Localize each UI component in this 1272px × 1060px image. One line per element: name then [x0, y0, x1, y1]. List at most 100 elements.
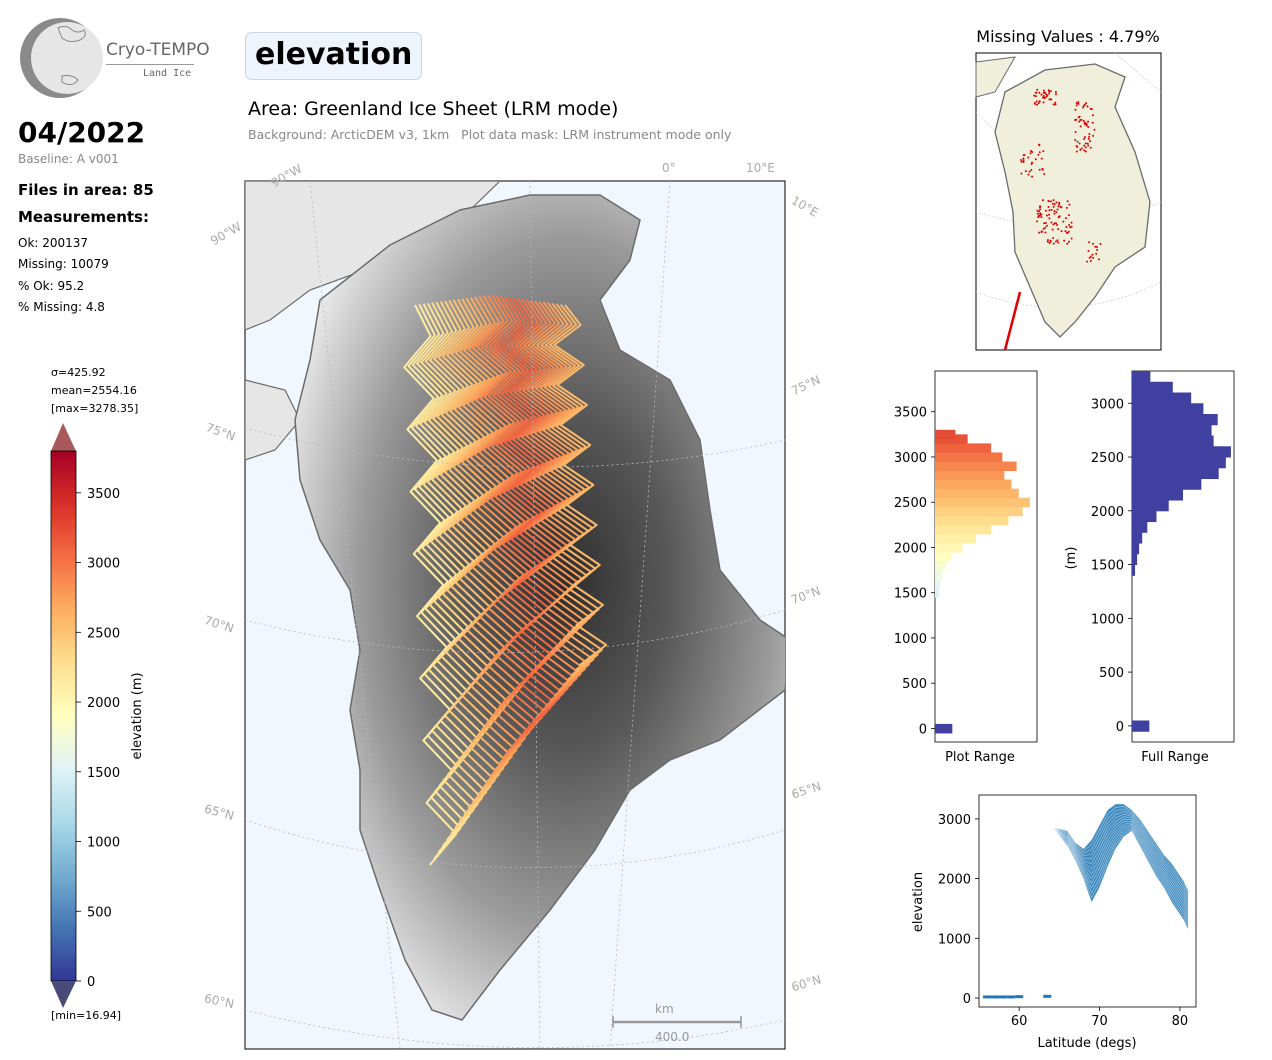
lat-label-left-65: 65°N — [203, 802, 236, 823]
missing-point — [1043, 172, 1046, 175]
scatter-track-line — [1055, 830, 1189, 930]
missing-point — [1052, 199, 1055, 202]
missing-point — [1058, 203, 1061, 206]
colorbar-tick-label: 3000 — [87, 557, 120, 572]
histogram-tick-label: 1500 — [894, 587, 927, 602]
missing-point — [1022, 159, 1025, 162]
missing-point — [1050, 221, 1053, 224]
missing-point — [1074, 108, 1077, 111]
missing-point — [1035, 100, 1038, 103]
missing-point — [1091, 114, 1094, 117]
lon-label-top-10e: 10°E — [746, 161, 775, 175]
lat-label-right-70: 70°N — [789, 584, 822, 608]
missing-point — [1043, 222, 1046, 225]
missing-point — [1053, 222, 1056, 225]
missing-point — [1042, 89, 1045, 92]
histogram-bar — [1132, 543, 1140, 555]
missing-point — [1049, 90, 1052, 93]
histogram-tick-label: 0 — [919, 722, 927, 737]
missing-values-title: Missing Values : 4.79% — [976, 27, 1160, 46]
missing-point — [1027, 173, 1030, 176]
missing-point — [1068, 224, 1071, 227]
histogram-tick-label: 2500 — [1091, 451, 1124, 466]
scatter-y-tick-label: 0 — [963, 992, 971, 1007]
missing-point — [1036, 209, 1039, 212]
histogram-bar — [1132, 521, 1148, 533]
missing-point — [1058, 201, 1061, 204]
missing-point — [1044, 221, 1047, 224]
scatter-track-line — [1055, 828, 1189, 927]
map-graticule — [245, 181, 785, 1049]
missing-point — [1079, 118, 1082, 121]
missing-point — [1075, 104, 1078, 107]
missing-point — [1092, 256, 1095, 259]
missing-point — [1087, 144, 1090, 147]
scatter-track-line — [1055, 818, 1189, 909]
missing-point — [1089, 140, 1092, 143]
missing-point — [1074, 131, 1077, 134]
missing-point — [1020, 160, 1023, 163]
missing-point — [1067, 230, 1070, 233]
scatter-plot: 60 70 80 0 1000 2000 3000 — [938, 794, 1197, 1029]
missing-point — [1083, 136, 1086, 139]
missing-point — [1065, 226, 1068, 229]
histogram-bar — [935, 533, 976, 544]
colorbar-min: [min=16.94] — [51, 1009, 122, 1022]
histogram-bar — [1132, 424, 1212, 437]
missing-point — [1095, 252, 1098, 255]
background-note: Background: ArcticDEM v3, 1km Plot data … — [248, 127, 732, 142]
missing-point — [1036, 212, 1039, 215]
logo-continent-shape — [57, 25, 86, 86]
histogram-bar — [935, 723, 953, 734]
missing-point — [1056, 239, 1059, 242]
missing-point — [1089, 146, 1092, 149]
logo-divider — [106, 64, 194, 65]
missing-point — [1036, 220, 1039, 223]
histogram-bar — [1132, 457, 1226, 469]
missing-value-points — [1020, 88, 1102, 263]
missing-point — [1093, 128, 1096, 131]
missing-point — [1049, 98, 1052, 101]
histogram-bar — [935, 497, 1030, 508]
missing-point — [1050, 200, 1053, 203]
missing-point — [1048, 213, 1051, 216]
histogram-bar — [1132, 564, 1136, 576]
missing-point — [1020, 159, 1023, 162]
missing-point — [1066, 232, 1069, 235]
missing-point — [1052, 242, 1055, 245]
histogram-bar — [935, 515, 1009, 526]
missing-point — [1024, 170, 1027, 173]
missing-point — [1084, 146, 1087, 149]
missing-point — [1056, 208, 1059, 211]
missing-point — [1048, 242, 1051, 245]
missing-point — [1091, 121, 1094, 124]
missing-point — [1088, 135, 1091, 138]
histogram-bar — [935, 542, 963, 553]
missing-point — [1066, 200, 1069, 203]
missing-point — [1046, 94, 1049, 97]
missing-point — [1055, 211, 1058, 214]
missing-point — [1057, 228, 1060, 231]
scatter-y-tick-label: 3000 — [938, 813, 971, 828]
missing-point — [1070, 237, 1073, 240]
scatter-y-tick-label: 1000 — [938, 932, 971, 947]
histogram-bar — [1132, 381, 1173, 394]
missing-point — [1039, 214, 1042, 217]
histogram-bar — [1132, 510, 1157, 523]
missing-point — [1076, 140, 1079, 143]
missing-point — [1038, 205, 1041, 208]
colorbar-sigma: σ=425.92 — [51, 366, 106, 379]
histogram-bar — [1132, 371, 1151, 383]
missing-point — [1084, 142, 1087, 145]
histogram-tick-label: 500 — [902, 677, 927, 692]
missing-point — [1070, 221, 1073, 224]
missing-point — [1040, 157, 1043, 160]
missing-point — [1053, 210, 1056, 213]
missing-point — [1054, 91, 1057, 94]
missing-point — [1089, 107, 1092, 110]
missing-point — [1091, 253, 1094, 256]
missing-point — [1065, 206, 1068, 209]
missing-point — [1052, 223, 1055, 226]
missing-point — [1044, 209, 1047, 212]
missing-point — [1046, 238, 1049, 241]
